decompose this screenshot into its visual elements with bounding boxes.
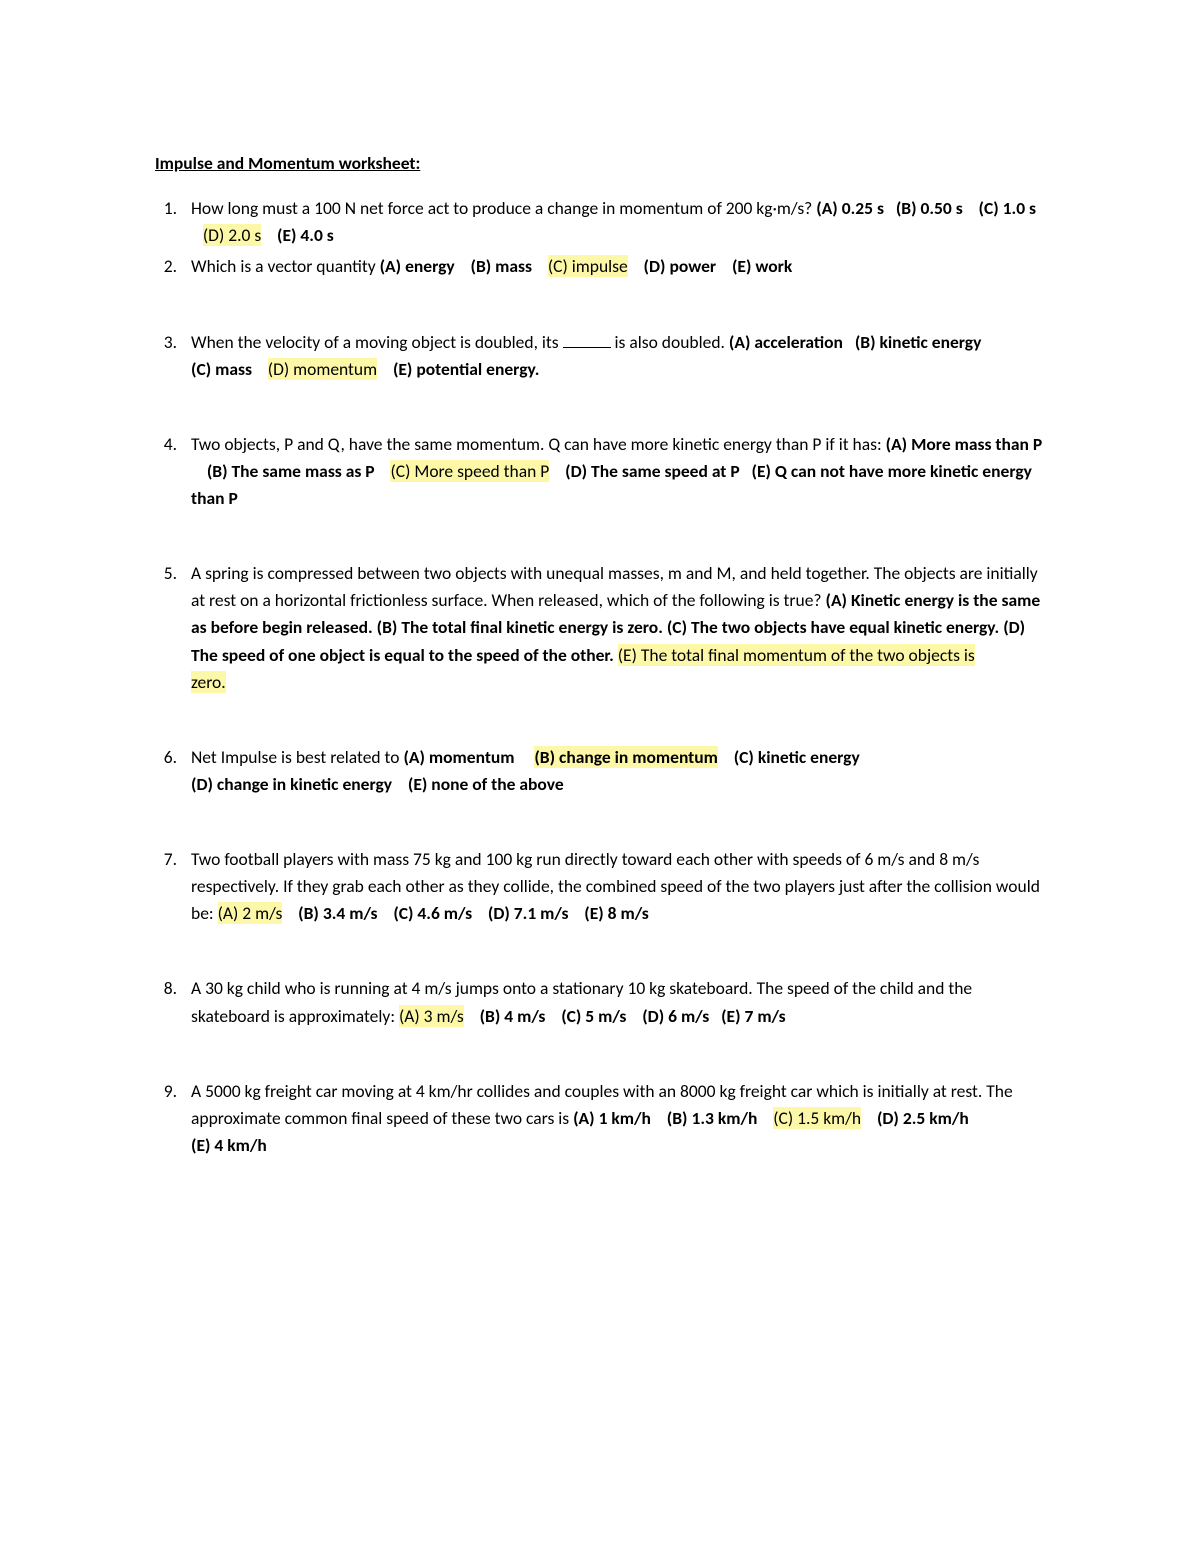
- q4-opt-b: (B) The same mass as P: [207, 460, 375, 482]
- question-8: A 30 kg child who is running at 4 m/s ju…: [181, 975, 1045, 1029]
- q1-opt-a: (A) 0.25 s: [816, 197, 884, 219]
- q2-opt-a: (A) energy: [380, 255, 455, 277]
- question-6: Net Impulse is best related to (A) momen…: [181, 744, 1045, 798]
- q4-stem: Two objects, P and Q, have the same mome…: [191, 433, 882, 455]
- question-3: When the velocity of a moving object is …: [181, 329, 1045, 383]
- question-4: Two objects, P and Q, have the same mome…: [181, 431, 1045, 512]
- q3-opt-d: (D) momentum: [268, 358, 377, 380]
- question-5: A spring is compressed between two objec…: [181, 560, 1045, 696]
- q8-opt-c: (C) 5 m/s: [561, 1005, 626, 1027]
- q5-opt-e-line1: (E) The total final momentum of the two …: [618, 644, 975, 666]
- q7-opt-e: (E) 8 m/s: [584, 902, 649, 924]
- q2-opt-d: (D) power: [644, 255, 717, 277]
- q6-opt-a: (A) momentum: [403, 746, 514, 768]
- q8-opt-a: (A) 3 m/s: [399, 1005, 464, 1027]
- q3-opt-c: (C) mass: [191, 358, 252, 380]
- q3-opt-b: (B) kinetic energy: [855, 331, 982, 353]
- q7-opt-b: (B) 3.4 m/s: [298, 902, 377, 924]
- q3-stem-b: is also doubled.: [611, 331, 725, 353]
- q7-opt-c: (C) 4.6 m/s: [393, 902, 472, 924]
- q3-blank: [563, 331, 611, 348]
- worksheet-page: Impulse and Momentum worksheet: How long…: [0, 0, 1200, 1553]
- q5-opt-c: (C) The two objects have equal kinetic e…: [667, 616, 999, 638]
- q2-opt-b: (B) mass: [471, 255, 533, 277]
- q9-opt-e: (E) 4 km/h: [191, 1134, 267, 1156]
- worksheet-title: Impulse and Momentum worksheet:: [155, 150, 1045, 177]
- q7-opt-d: (D) 7.1 m/s: [488, 902, 569, 924]
- q2-stem: Which is a vector quantity: [191, 255, 376, 277]
- q4-opt-a: (A) More mass than P: [886, 433, 1043, 455]
- q5-opt-e-line2: zero.: [191, 671, 226, 693]
- q1-opt-e: (E) 4.0 s: [277, 224, 334, 246]
- q8-opt-b: (B) 4 m/s: [480, 1005, 546, 1027]
- q9-opt-c: (C) 1.5 km/h: [773, 1107, 861, 1129]
- question-7: Two football players with mass 75 kg and…: [181, 846, 1045, 927]
- q6-opt-e: (E) none of the above: [408, 773, 564, 795]
- q3-opt-e: (E) potential energy.: [393, 358, 539, 380]
- question-2: Which is a vector quantity (A) energy (B…: [181, 253, 1045, 280]
- q1-opt-b: (B) 0.50 s: [896, 197, 963, 219]
- q6-opt-c: (C) kinetic energy: [734, 746, 860, 768]
- q4-opt-c: (C) More speed than P: [390, 460, 549, 482]
- q6-opt-b: (B) change in momentum: [534, 746, 718, 768]
- q2-opt-e: (E) work: [732, 255, 792, 277]
- q9-opt-a: (A) 1 km/h: [573, 1107, 651, 1129]
- q1-opt-c: (C) 1.0 s: [979, 197, 1036, 219]
- q6-opt-d: (D) change in kinetic energy: [191, 773, 392, 795]
- q8-opt-d: (D) 6 m/s: [642, 1005, 709, 1027]
- question-1: How long must a 100 N net force act to p…: [181, 195, 1045, 249]
- q3-stem-a: When the velocity of a moving object is …: [191, 331, 563, 353]
- q7-opt-a: (A) 2 m/s: [218, 902, 283, 924]
- q8-opt-e: (E) 7 m/s: [721, 1005, 786, 1027]
- q9-opt-d: (D) 2.5 km/h: [877, 1107, 969, 1129]
- question-9: A 5000 kg freight car moving at 4 km/hr …: [181, 1078, 1045, 1159]
- q3-opt-a: (A) acceleration: [729, 331, 843, 353]
- q4-opt-d: (D) The same speed at P: [565, 460, 740, 482]
- q6-stem: Net Impulse is best related to: [191, 746, 399, 768]
- q1-opt-d: (D) 2.0 s: [203, 224, 261, 246]
- q9-opt-b: (B) 1.3 km/h: [667, 1107, 758, 1129]
- q2-opt-c: (C) impulse: [548, 255, 628, 277]
- q5-opt-b: (B) The total final kinetic energy is ze…: [377, 616, 663, 638]
- question-list: How long must a 100 N net force act to p…: [155, 195, 1045, 1159]
- q1-stem: How long must a 100 N net force act to p…: [191, 197, 812, 219]
